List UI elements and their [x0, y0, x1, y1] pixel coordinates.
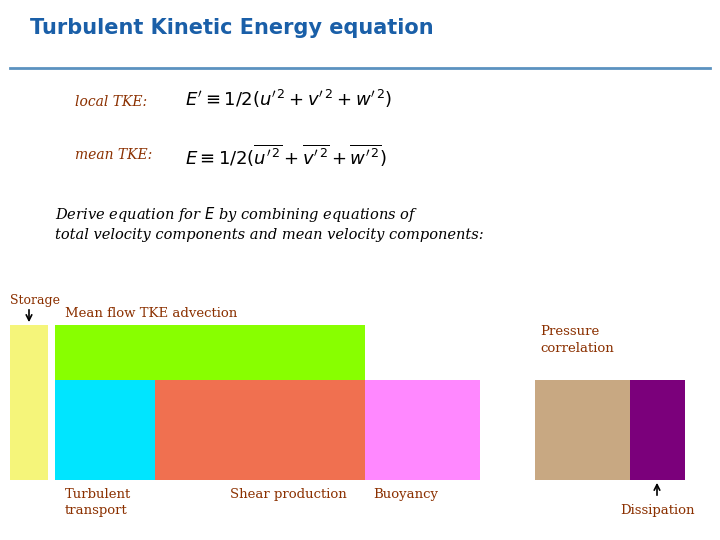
Bar — [630, 380, 685, 480]
Text: total velocity components and mean velocity components:: total velocity components and mean veloc… — [55, 228, 484, 242]
Bar — [365, 380, 480, 480]
Bar — [10, 325, 48, 480]
Bar — [155, 380, 365, 480]
Text: Pressure: Pressure — [540, 325, 599, 338]
Bar — [535, 380, 630, 480]
Text: Storage: Storage — [10, 294, 60, 307]
Text: Dissipation: Dissipation — [620, 504, 695, 517]
Text: correlation: correlation — [540, 342, 613, 355]
Text: Shear production: Shear production — [230, 488, 347, 501]
Text: mean TKE:: mean TKE: — [75, 148, 152, 162]
Text: transport: transport — [65, 504, 127, 517]
Text: $E' \equiv 1/2(u^{\prime\,2}+v^{\prime\,2}+w^{\prime\,2})$: $E' \equiv 1/2(u^{\prime\,2}+v^{\prime\,… — [185, 88, 392, 110]
Text: Turbulent Kinetic Energy equation: Turbulent Kinetic Energy equation — [30, 18, 433, 38]
Text: $E \equiv 1/2(\overline{u^{\prime\,2}}+\overline{v^{\prime\,2}}+\overline{w^{\pr: $E \equiv 1/2(\overline{u^{\prime\,2}}+\… — [185, 142, 387, 168]
Bar — [55, 380, 155, 480]
Text: Derive equation for $E$ by combining equations of: Derive equation for $E$ by combining equ… — [55, 205, 418, 224]
Text: Mean flow TKE advection: Mean flow TKE advection — [65, 307, 238, 320]
Bar — [55, 325, 365, 480]
Text: Turbulent: Turbulent — [65, 488, 131, 501]
Text: Buoyancy: Buoyancy — [373, 488, 438, 501]
Text: local TKE:: local TKE: — [75, 95, 147, 109]
